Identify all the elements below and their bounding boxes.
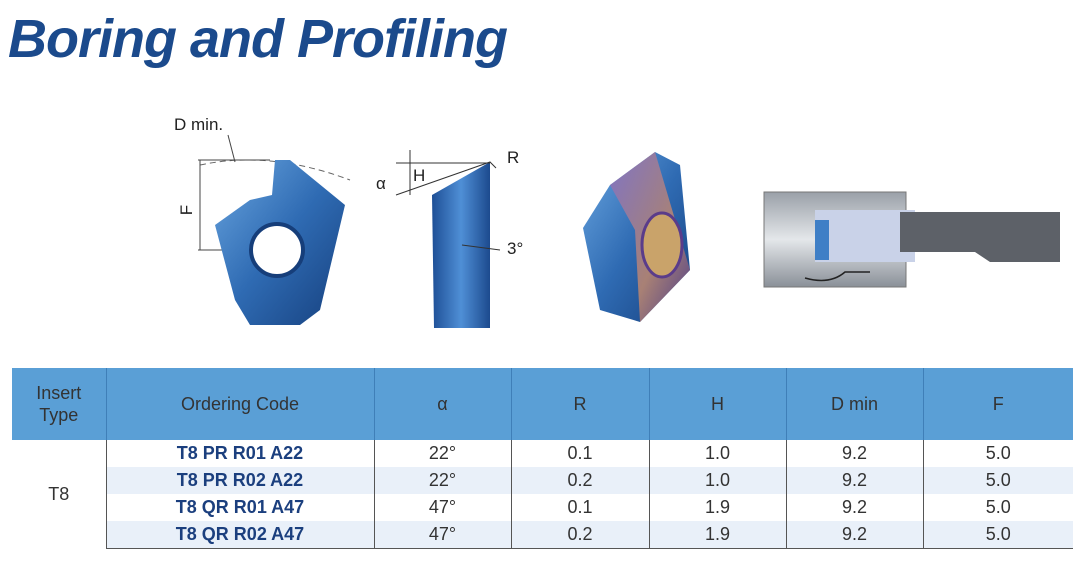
column-header: R xyxy=(510,368,649,440)
cell: 47° xyxy=(373,494,511,521)
ordering-code: T8 QR R01 A47 xyxy=(105,494,374,521)
column-header: Insert Type xyxy=(12,368,106,440)
cell: 1.9 xyxy=(648,494,786,521)
column-header: H xyxy=(648,368,786,440)
label-d-min: D min. xyxy=(174,115,223,134)
illustrations: D min. F α H R 3° xyxy=(174,115,1060,328)
label-r: R xyxy=(507,148,519,167)
label-alpha: α xyxy=(376,174,386,193)
label-h: H xyxy=(413,166,425,185)
cell: 9.2 xyxy=(785,494,923,521)
cell: 0.2 xyxy=(510,521,649,549)
spec-table: Insert Type Ordering Code α R H D min F T8 T8 P… xyxy=(12,368,1073,549)
table-row: T8 T8 PR R01 A22 22° 0.1 1.0 9.2 5.0 xyxy=(12,440,1073,504)
cell: 0.2 xyxy=(510,467,649,494)
table-body: T8 T8 PR R01 A22 22° 0.1 1.0 9.2 5.0 T8 PR R02 … xyxy=(12,440,1073,549)
cell: 5.0 xyxy=(922,494,1073,521)
cell: 0.1 xyxy=(510,440,649,467)
column-header: Ordering Code xyxy=(105,368,374,440)
column-header: D min xyxy=(785,368,923,440)
cell: 9.2 xyxy=(785,440,923,467)
cell: 9.2 xyxy=(785,467,923,494)
ordering-code: T8 QR R02 A47 xyxy=(105,521,374,549)
table-row: T8 PR R02 A22 22° 0.2 1.0 9.2 5.0 xyxy=(12,467,1073,494)
insert-side-view xyxy=(395,150,501,328)
table-row: T8 QR R01 A47 47° 0.1 1.9 9.2 5.0 xyxy=(12,494,1073,521)
cell: 5.0 xyxy=(922,467,1073,494)
cell: 22° xyxy=(373,440,511,467)
insert-3d-view xyxy=(583,152,690,322)
column-header: F xyxy=(922,368,1073,440)
column-header: α xyxy=(373,368,511,440)
insert-type: T8 xyxy=(48,483,70,504)
cell: 5.0 xyxy=(922,521,1073,549)
cell: 9.2 xyxy=(785,521,923,549)
insert-front-view xyxy=(198,134,351,325)
page-title: Boring and Profiling xyxy=(8,9,508,69)
ordering-code: T8 PR R02 A22 xyxy=(105,467,374,494)
cell: 1.9 xyxy=(648,521,786,549)
boring-bar-view xyxy=(763,191,1060,288)
cell: 1.0 xyxy=(648,440,786,467)
cell: 5.0 xyxy=(922,440,1073,467)
cell: 1.0 xyxy=(648,467,786,494)
label-angle: 3° xyxy=(507,239,523,258)
ordering-code: T8 PR R01 A22 xyxy=(105,440,374,467)
cell: 22° xyxy=(373,467,511,494)
label-f: F xyxy=(177,205,196,215)
header-row: Insert Type Ordering Code α R H D min F xyxy=(12,368,1073,440)
cell: 0.1 xyxy=(510,494,649,521)
cell: 47° xyxy=(373,521,511,549)
table-row: T8 QR R02 A47 47° 0.2 1.9 9.2 5.0 xyxy=(12,521,1073,549)
